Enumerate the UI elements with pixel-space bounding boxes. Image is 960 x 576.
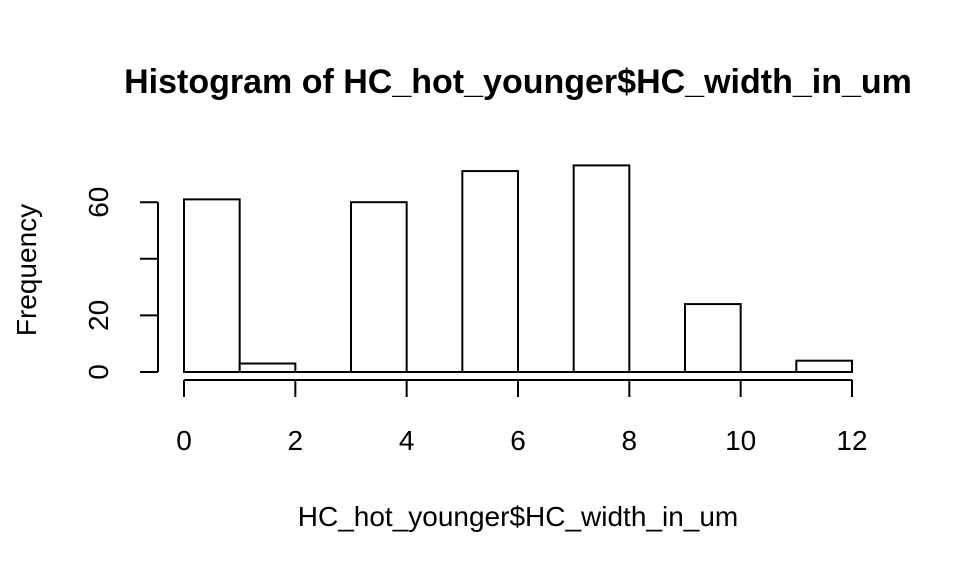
- y-axis-label: Frequency: [11, 204, 42, 336]
- x-axis-label: HC_hot_younger$HC_width_in_um: [298, 501, 738, 532]
- y-tick-label-0: 0: [83, 364, 114, 380]
- histogram-bar-11: [795, 359, 853, 373]
- y-tick-label-1: 20: [83, 300, 114, 331]
- histogram-bar-5: [461, 170, 520, 373]
- histogram-bar-9: [684, 303, 742, 373]
- x-tick-label-3: 6: [510, 425, 526, 456]
- x-tick-label-4: 8: [622, 425, 638, 456]
- histogram-bar-0: [183, 198, 241, 373]
- histogram-bar-1: [238, 362, 297, 374]
- histogram-bar-3: [350, 201, 408, 373]
- x-tick-label-0: 0: [176, 425, 192, 456]
- x-tick-label-1: 2: [288, 425, 304, 456]
- bars-group: [183, 164, 853, 374]
- y-tick-label-3: 60: [83, 187, 114, 218]
- chart-title: Histogram of HC_hot_younger$HC_width_in_…: [124, 63, 912, 101]
- x-tick-label-2: 4: [399, 425, 415, 456]
- y-axis: 0 20 60: [83, 187, 159, 380]
- x-axis: 0 2 4 6 8 10 12: [176, 379, 868, 456]
- x-tick-label-6: 12: [836, 425, 867, 456]
- x-tick-label-5: 10: [725, 425, 756, 456]
- histogram-bar-7: [572, 164, 631, 373]
